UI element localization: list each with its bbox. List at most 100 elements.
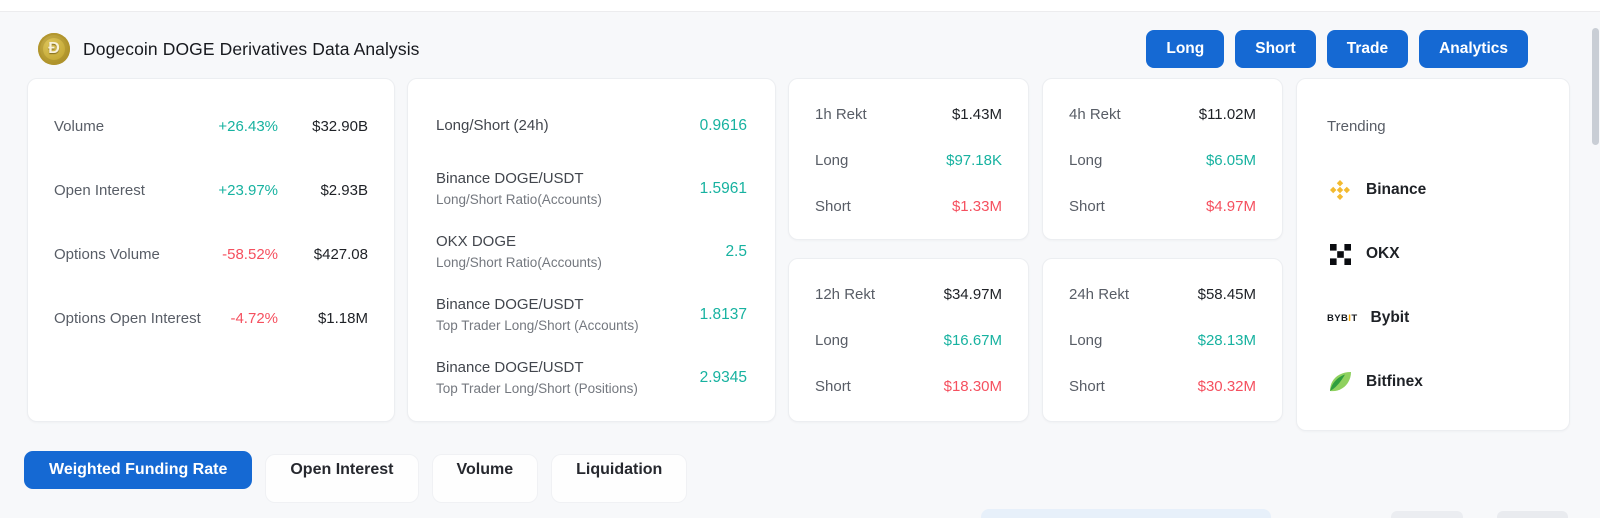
rekt-card-1h: 1h Rekt $1.43M Long $97.18K Short $1.33M [788, 78, 1029, 240]
stat-label: Volume [54, 117, 105, 135]
trending-title: Trending [1327, 117, 1386, 135]
rekt-short-value: $4.97M [1205, 197, 1256, 215]
ratio-row-24h: Long/Short (24h) 0.9616 [436, 94, 747, 157]
rekt-card-24h: 24h Rekt $58.45M Long $28.13M Short $30.… [1042, 258, 1283, 422]
exchange-name: Bitfinex [1366, 373, 1423, 390]
rekt-short-value: $30.32M [1197, 377, 1256, 395]
stat-change: -58.52% [222, 245, 278, 263]
rekt-total-value: $58.45M [1197, 285, 1256, 303]
rekt-long-row: Long $6.05M [1069, 137, 1256, 183]
stat-label: Options Volume [54, 245, 160, 263]
ratio-row-top-trader-accounts: Binance DOGE/USDT Top Trader Long/Short … [436, 283, 747, 346]
ratio-value: 0.9616 [699, 116, 747, 134]
rekt-short-row: Short $1.33M [815, 183, 1002, 229]
rekt-short-row: Short $4.97M [1069, 183, 1256, 229]
trade-button[interactable]: Trade [1326, 30, 1409, 68]
trending-card: Trending Binance [1296, 78, 1570, 431]
rekt-long-value: $28.13M [1197, 331, 1256, 349]
rekt-period-label: 24h Rekt [1069, 285, 1130, 303]
long-short-ratio-card: Long/Short (24h) 0.9616 Binance DOGE/USD… [407, 78, 776, 422]
ratio-sublabel: Top Trader Long/Short (Accounts) [436, 318, 639, 333]
rekt-long-value: $97.18K [946, 151, 1002, 169]
stat-value: $1.18M [317, 309, 368, 327]
ratio-value: 1.8137 [699, 305, 747, 323]
rekt-total-row: 12h Rekt $34.97M [815, 271, 1002, 317]
analytics-button[interactable]: Analytics [1419, 30, 1528, 68]
okx-icon [1327, 243, 1353, 265]
rekt-short-label: Short [815, 377, 851, 395]
exchange-name: Bybit [1370, 309, 1410, 326]
stat-label: Options Open Interest [54, 309, 201, 327]
tab-volume[interactable]: Volume [431, 451, 539, 503]
stat-row-options-open-interest: Options Open Interest -4.72% $1.18M [54, 286, 368, 350]
stat-change: +23.97% [218, 181, 278, 199]
rekt-long-row: Long $16.67M [815, 317, 1002, 363]
ratio-value: 2.5 [725, 242, 747, 260]
rekt-long-row: Long $97.18K [815, 137, 1002, 183]
cutoff-panel-gray-2 [1497, 511, 1568, 518]
tab-weighted-funding-rate[interactable]: Weighted Funding Rate [24, 451, 253, 489]
rekt-long-label: Long [1069, 331, 1103, 349]
tab-liquidation[interactable]: Liquidation [551, 451, 688, 503]
rekt-period-label: 1h Rekt [815, 105, 867, 123]
rekt-period-label: 4h Rekt [1069, 105, 1121, 123]
rekt-short-row: Short $30.32M [1069, 363, 1256, 409]
page-header: Đ Dogecoin DOGE Derivatives Data Analysi… [38, 30, 1528, 68]
stat-change: +26.43% [218, 117, 278, 135]
stat-change: -4.72% [230, 309, 278, 327]
rekt-total-value: $11.02M [1198, 105, 1256, 123]
trending-item-okx[interactable]: OKX [1327, 222, 1539, 286]
rekt-short-label: Short [1069, 377, 1105, 395]
cutoff-panel-blue [981, 509, 1271, 518]
rekt-long-value: $16.67M [943, 331, 1002, 349]
ratio-sublabel: Top Trader Long/Short (Positions) [436, 381, 638, 396]
rekt-total-row: 24h Rekt $58.45M [1069, 271, 1256, 317]
rekt-short-value: $18.30M [943, 377, 1002, 395]
exchange-name: Binance [1366, 181, 1427, 198]
ratio-label: Binance DOGE/USDT [436, 296, 584, 313]
ratio-row-okx-accounts: OKX DOGE Long/Short Ratio(Accounts) 2.5 [436, 220, 747, 283]
stat-row-open-interest: Open Interest +23.97% $2.93B [54, 158, 368, 222]
dogecoin-letter: Đ [48, 40, 60, 57]
exchange-name: OKX [1366, 245, 1400, 262]
rekt-total-row: 4h Rekt $11.02M [1069, 91, 1256, 137]
stat-value: $427.08 [313, 245, 368, 263]
rekt-card-12h: 12h Rekt $34.97M Long $16.67M Short $18.… [788, 258, 1029, 422]
dogecoin-logo-icon: Đ [38, 33, 70, 65]
top-divider [0, 0, 1600, 12]
stat-row-options-volume: Options Volume -58.52% $427.08 [54, 222, 368, 286]
rekt-total-value: $1.43M [951, 105, 1002, 123]
rekt-short-value: $1.33M [951, 197, 1002, 215]
ratio-value: 2.9345 [699, 368, 747, 386]
rekt-long-label: Long [1069, 151, 1103, 169]
ratio-label: Binance DOGE/USDT [436, 359, 584, 376]
rekt-short-row: Short $18.30M [815, 363, 1002, 409]
stat-label: Open Interest [54, 181, 145, 199]
rekt-long-label: Long [815, 151, 849, 169]
rekt-short-label: Short [1069, 197, 1105, 215]
tab-open-interest[interactable]: Open Interest [265, 451, 419, 503]
rekt-long-row: Long $28.13M [1069, 317, 1256, 363]
short-button[interactable]: Short [1235, 30, 1316, 68]
stat-value: $32.90B [312, 117, 368, 135]
stat-value: $2.93B [320, 181, 368, 199]
header-actions: Long Short Trade Analytics [1146, 30, 1528, 68]
ratio-sublabel: Long/Short Ratio(Accounts) [436, 192, 602, 207]
trending-item-bybit[interactable]: BYB I T Bybit [1327, 286, 1539, 350]
rekt-card-4h: 4h Rekt $11.02M Long $6.05M Short $4.97M [1042, 78, 1283, 240]
rekt-long-label: Long [815, 331, 849, 349]
chart-tabs: Weighted Funding Rate Open Interest Volu… [24, 451, 688, 503]
market-stats-card: Volume +26.43% $32.90B Open Interest +23… [27, 78, 395, 422]
bybit-icon: BYB I T [1327, 312, 1358, 324]
trending-item-bitfinex[interactable]: Bitfinex [1327, 350, 1539, 414]
ratio-row-binance-accounts: Binance DOGE/USDT Long/Short Ratio(Accou… [436, 157, 747, 220]
rekt-total-row: 1h Rekt $1.43M [815, 91, 1002, 137]
long-button[interactable]: Long [1146, 30, 1225, 68]
ratio-label: Binance DOGE/USDT [436, 170, 584, 187]
trending-item-binance[interactable]: Binance [1327, 158, 1539, 222]
rekt-period-label: 12h Rekt [815, 285, 876, 303]
cutoff-panel-gray-1 [1391, 511, 1463, 518]
scrollbar-thumb[interactable] [1592, 28, 1599, 145]
rekt-total-value: $34.97M [943, 285, 1002, 303]
